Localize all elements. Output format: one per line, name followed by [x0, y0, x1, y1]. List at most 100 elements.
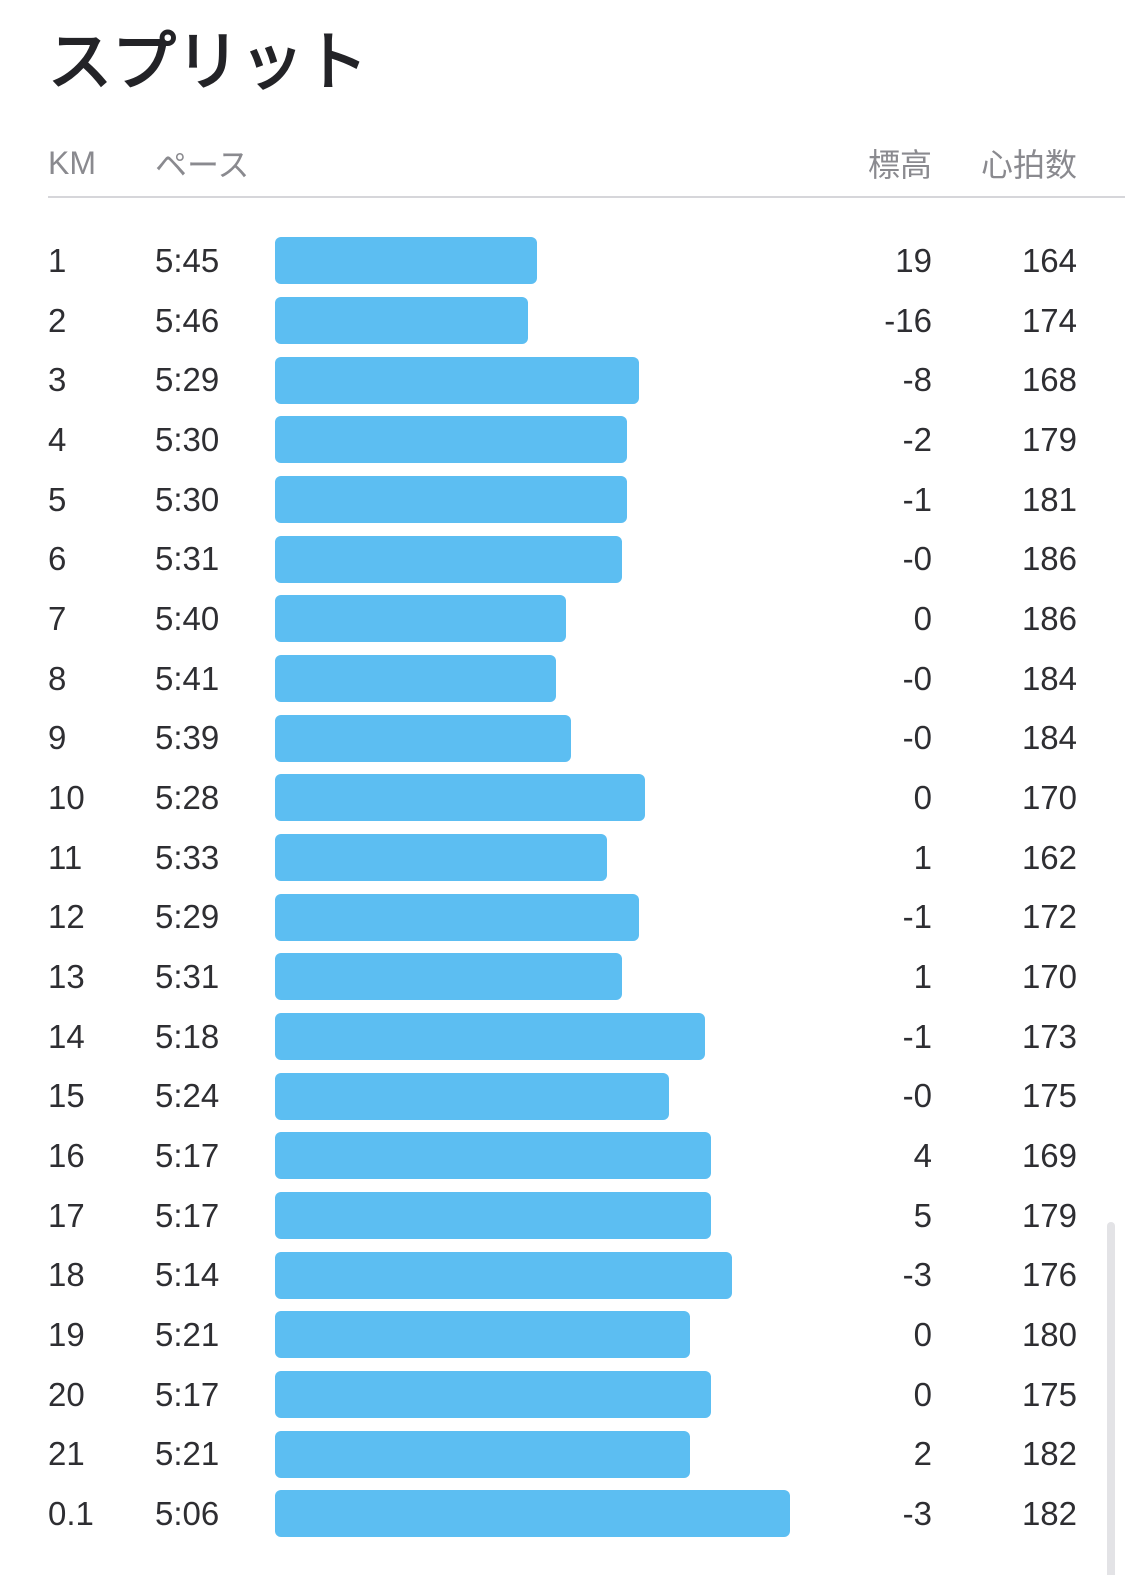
split-pace: 5:29 [155, 898, 220, 936]
split-pace-bar-track [275, 595, 842, 643]
split-elevation: -0 [902, 1077, 932, 1115]
split-pace-bar-track [275, 1371, 842, 1419]
split-elevation: -1 [902, 1017, 932, 1055]
split-heart-rate: 175 [1021, 1077, 1077, 1115]
split-pace-bar-track [275, 1132, 842, 1180]
split-row: 3 5:29 -8 168 [0, 350, 1125, 410]
split-row: 7 5:40 0 186 [0, 589, 1125, 649]
split-km: 19 [48, 1315, 85, 1353]
split-km: 12 [48, 898, 85, 936]
split-km: 4 [48, 420, 67, 458]
split-km: 10 [48, 778, 85, 816]
split-km: 20 [48, 1375, 85, 1413]
split-pace: 5:17 [155, 1196, 220, 1234]
split-heart-rate: 186 [1021, 540, 1077, 578]
split-row: 20 5:17 0 175 [0, 1365, 1125, 1425]
split-row: 12 5:29 -1 172 [0, 887, 1125, 947]
split-km: 5 [48, 480, 67, 518]
split-heart-rate: 179 [1021, 420, 1077, 458]
split-heart-rate: 184 [1021, 719, 1077, 757]
split-heart-rate: 180 [1021, 1315, 1077, 1353]
split-row: 16 5:17 4 169 [0, 1126, 1125, 1186]
split-pace-bar-track [275, 237, 842, 285]
split-pace-bar-track [275, 1192, 842, 1240]
split-row: 18 5:14 -3 176 [0, 1245, 1125, 1305]
split-row: 2 5:46 -16 174 [0, 291, 1125, 351]
split-pace-bar [275, 893, 639, 941]
split-pace: 5:21 [155, 1435, 220, 1473]
split-pace: 5:39 [155, 719, 220, 757]
split-heart-rate: 170 [1021, 778, 1077, 816]
split-heart-rate: 168 [1021, 361, 1077, 399]
split-pace: 5:40 [155, 599, 220, 637]
split-pace-bar [275, 356, 639, 404]
split-row: 6 5:31 -0 186 [0, 529, 1125, 589]
split-heart-rate: 181 [1021, 480, 1077, 518]
split-heart-rate: 184 [1021, 659, 1077, 697]
split-row: 17 5:17 5 179 [0, 1186, 1125, 1246]
split-pace: 5:14 [155, 1256, 220, 1294]
split-pace-bar-track [275, 1013, 842, 1061]
split-pace: 5:18 [155, 1017, 220, 1055]
split-pace-bar [275, 953, 622, 1001]
split-pace-bar [275, 774, 645, 822]
split-km: 2 [48, 301, 67, 339]
split-pace-bar-track [275, 535, 842, 583]
split-pace-bar [275, 1371, 711, 1419]
split-elevation: -2 [902, 420, 932, 458]
split-pace: 5:06 [155, 1494, 220, 1532]
split-pace-bar [275, 297, 528, 344]
splits-header-row: KM ペース 標高 心拍数 [0, 140, 1125, 184]
split-km: 16 [48, 1136, 85, 1174]
split-row: 13 5:31 1 170 [0, 947, 1125, 1007]
split-pace: 5:24 [155, 1077, 220, 1115]
split-pace: 5:17 [155, 1136, 220, 1174]
split-pace-bar [275, 595, 566, 643]
split-elevation: -0 [902, 540, 932, 578]
split-heart-rate: 164 [1021, 241, 1077, 279]
split-pace-bar [275, 1251, 732, 1299]
split-pace-bar-track [275, 1311, 842, 1359]
split-elevation: -0 [902, 719, 932, 757]
split-pace-bar [275, 476, 627, 524]
split-row: 14 5:18 -1 173 [0, 1007, 1125, 1067]
split-elevation: 0 [913, 1375, 932, 1413]
split-heart-rate: 175 [1021, 1375, 1077, 1413]
split-pace: 5:30 [155, 480, 220, 518]
split-pace-bar [275, 1311, 690, 1359]
header-km: KM [48, 144, 96, 181]
split-pace: 5:30 [155, 420, 220, 458]
header-divider [48, 196, 1125, 198]
split-elevation: -16 [884, 301, 932, 339]
split-pace-bar [275, 1013, 705, 1061]
split-pace-bar-track [275, 476, 842, 524]
split-row: 15 5:24 -0 175 [0, 1066, 1125, 1126]
split-pace: 5:31 [155, 957, 220, 995]
split-pace: 5:31 [155, 540, 220, 578]
split-pace-bar [275, 714, 571, 762]
split-km: 1 [48, 241, 67, 279]
split-pace-bar-track [275, 834, 842, 882]
split-pace-bar-track [275, 416, 842, 464]
split-heart-rate: 182 [1021, 1435, 1077, 1473]
split-heart-rate: 172 [1021, 898, 1077, 936]
split-heart-rate: 169 [1021, 1136, 1077, 1174]
split-km: 14 [48, 1017, 85, 1055]
split-pace-bar-track [275, 356, 842, 404]
split-elevation: -1 [902, 898, 932, 936]
split-row: 4 5:30 -2 179 [0, 410, 1125, 470]
split-elevation: 0 [913, 778, 932, 816]
split-elevation: 19 [895, 241, 932, 279]
split-pace-bar-track [275, 714, 842, 762]
split-pace-bar-track [275, 774, 842, 822]
split-pace-bar-track [275, 893, 842, 941]
split-row: 10 5:28 0 170 [0, 768, 1125, 828]
split-km: 0.1 [48, 1494, 94, 1532]
split-elevation: -1 [902, 480, 932, 518]
split-pace-bar-track [275, 1251, 842, 1299]
vertical-scrollbar[interactable] [1107, 1222, 1115, 1575]
split-pace-bar [275, 655, 556, 703]
split-km: 3 [48, 361, 67, 399]
split-heart-rate: 176 [1021, 1256, 1077, 1294]
split-pace: 5:45 [155, 241, 220, 279]
